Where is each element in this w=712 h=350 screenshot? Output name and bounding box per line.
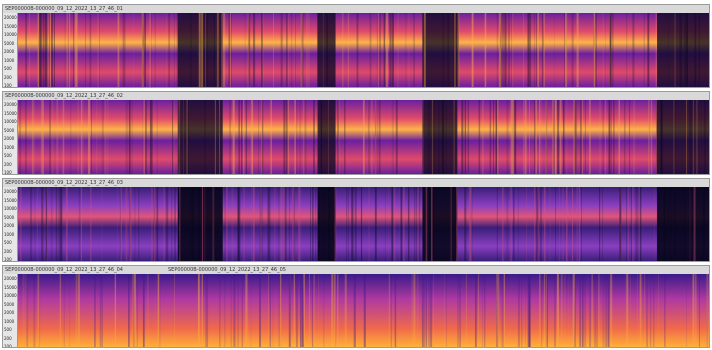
frequency-tick: 10000 — [4, 206, 17, 211]
frequency-tick: 20000 — [4, 15, 17, 20]
frequency-tick: 500 — [4, 153, 12, 158]
frequency-tick: 200 — [4, 161, 12, 167]
frequency-tick: 15000 — [4, 284, 17, 290]
frequency-tick: 1000 — [4, 57, 15, 63]
track-label: SEP00000B-000000_09_12_2022_13_27_46_04 — [5, 267, 123, 273]
frequency-tick: 2000 — [4, 223, 15, 228]
frequency-tick: 500 — [4, 327, 12, 332]
frequency-tick: 200 — [4, 335, 12, 341]
frequency-ruler: 20000 15000 10000 5000 2000 1000 500 200 100 — [3, 274, 18, 347]
frequency-tick: 100 — [4, 344, 12, 348]
frequency-tick: 20000 — [4, 276, 17, 281]
spectrogram-image — [18, 13, 709, 87]
frequency-tick: 10000 — [4, 293, 17, 298]
frequency-tick: 5000 — [4, 40, 15, 46]
track-label: SEP00000B-000000_09_12_2022_13_27_46_02 — [5, 93, 123, 99]
spectrogram-canvas[interactable] — [18, 100, 709, 174]
frequency-ruler: 20000 15000 10000 5000 2000 1000 500 200 100 — [3, 13, 18, 87]
frequency-tick: 2000 — [4, 136, 15, 141]
spectrogram-track-2[interactable]: SEP00000B-000000_09_12_2022_13_27_46_02 … — [2, 91, 710, 175]
track-label: SEP00000B-000000_09_12_2022_13_27_46_01 — [5, 6, 123, 12]
frequency-tick: 20000 — [4, 102, 17, 107]
frequency-tick: 200 — [4, 74, 12, 80]
spectrogram-image — [18, 274, 709, 347]
track-label-secondary: SEP00000B-000000_09_12_2022_13_27_46_05 — [168, 267, 286, 273]
spectrogram-track-4[interactable]: SEP00000B-000000_09_12_2022_13_27_46_04 … — [2, 265, 710, 348]
frequency-tick: 5000 — [4, 127, 15, 133]
spectrogram-image — [18, 187, 709, 261]
frequency-ruler: 20000 15000 10000 5000 2000 1000 500 200 100 — [3, 100, 18, 174]
frequency-tick: 1000 — [4, 231, 15, 237]
frequency-tick: 200 — [4, 248, 12, 254]
frequency-tick: 1000 — [4, 144, 15, 150]
frequency-tick: 5000 — [4, 301, 15, 307]
spectrogram-track-3[interactable]: SEP00000B-000000_09_12_2022_13_27_46_03 … — [2, 178, 710, 262]
spectrogram-canvas[interactable] — [18, 274, 709, 347]
frequency-ruler: 20000 15000 10000 5000 2000 1000 500 200 100 — [3, 187, 18, 261]
frequency-tick: 15000 — [4, 110, 17, 116]
track-label: SEP00000B-000000_09_12_2022_13_27_46_03 — [5, 180, 123, 186]
frequency-tick: 5000 — [4, 214, 15, 220]
frequency-tick: 2000 — [4, 49, 15, 54]
frequency-tick: 1000 — [4, 318, 15, 324]
spectrogram-track-1[interactable]: SEP00000B-000000_09_12_2022_13_27_46_01 … — [2, 4, 710, 88]
spectrogram-image — [18, 100, 709, 174]
frequency-tick: 10000 — [4, 119, 17, 124]
frequency-tick: 500 — [4, 66, 12, 71]
spectrogram-canvas[interactable] — [18, 187, 709, 261]
frequency-tick: 15000 — [4, 197, 17, 203]
frequency-tick: 2000 — [4, 310, 15, 315]
frequency-tick: 500 — [4, 240, 12, 245]
frequency-tick: 10000 — [4, 32, 17, 37]
frequency-tick: 100 — [4, 170, 12, 175]
frequency-tick: 100 — [4, 83, 12, 88]
frequency-tick: 15000 — [4, 23, 17, 29]
frequency-tick: 100 — [4, 257, 12, 262]
spectrogram-canvas[interactable] — [18, 13, 709, 87]
frequency-tick: 20000 — [4, 189, 17, 194]
